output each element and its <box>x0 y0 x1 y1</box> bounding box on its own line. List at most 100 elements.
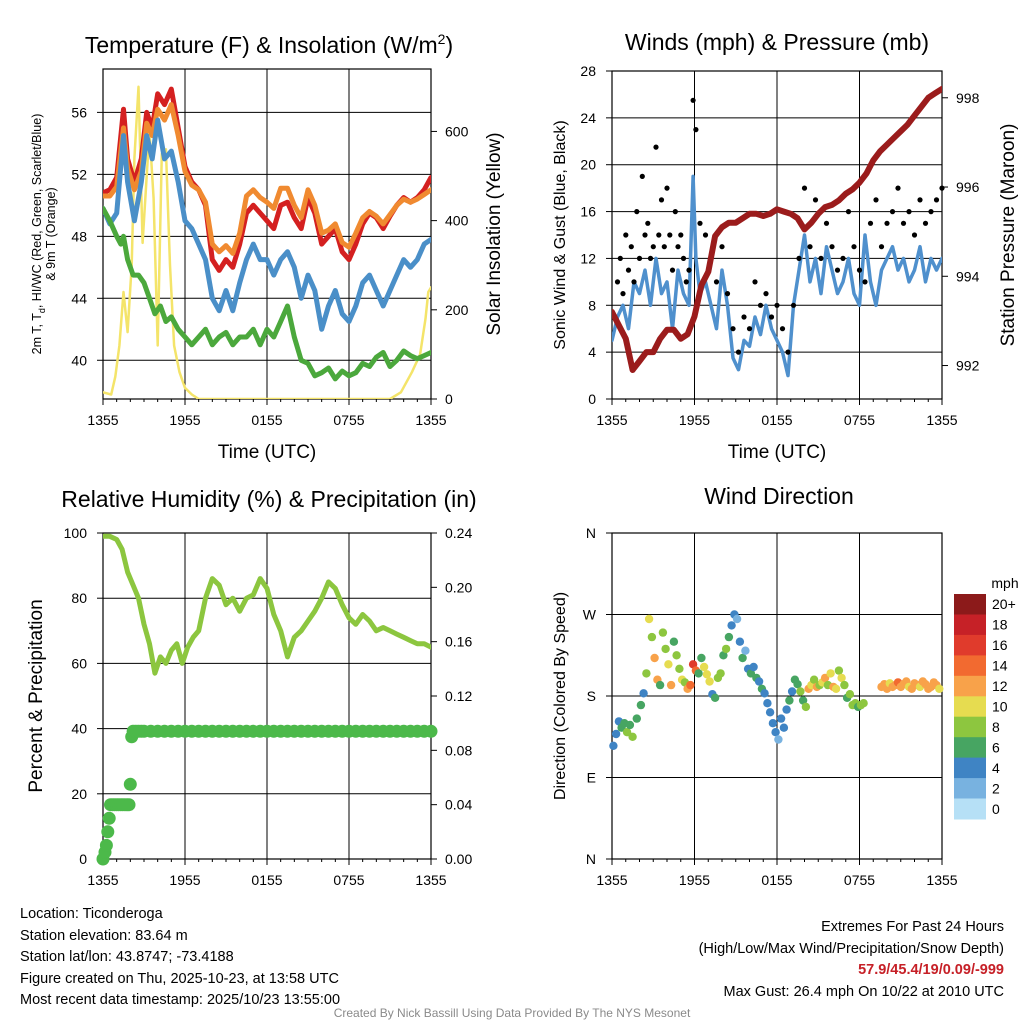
humidity-precip-point <box>101 825 115 839</box>
direction-point <box>636 700 646 710</box>
colorbar-label: 10 <box>992 699 1008 715</box>
direction-point <box>787 687 797 696</box>
direction-ytick-label: E <box>587 770 596 786</box>
temperature-title-main: Temperature (F) & Insolation (W/m <box>85 32 438 58</box>
direction-point <box>809 675 819 684</box>
colorbar-swatch <box>954 675 986 697</box>
winds-gust-point <box>763 291 769 297</box>
winds-gust-point <box>664 185 670 191</box>
temperature-series-dewpoint <box>103 205 431 382</box>
direction-point <box>845 690 855 699</box>
direction-point <box>697 653 706 663</box>
winds-gust-point <box>730 326 736 332</box>
winds-gust-point <box>928 209 934 215</box>
temperature-series-9m-temperature <box>103 102 431 256</box>
humidity-precip-point <box>123 777 137 791</box>
direction-point <box>840 680 849 690</box>
temperature-ytick-right-label: 0 <box>445 391 453 407</box>
humidity-xtick-label: 1355 <box>415 872 446 888</box>
humidity-xtick-label: 1355 <box>87 872 118 888</box>
winds-ytick-label: 4 <box>588 344 596 360</box>
winds-gust-point <box>669 267 676 273</box>
humidity-precip-point <box>122 798 136 812</box>
winds-ytick-right-label: 996 <box>956 179 980 195</box>
direction-point <box>719 651 728 660</box>
humidity-xtick-label: 0155 <box>251 872 282 888</box>
winds-ytick-label: 12 <box>580 250 596 266</box>
humidity-ytick-label: 0 <box>79 851 87 867</box>
direction-point <box>727 621 736 630</box>
winds-xtick-label: 1355 <box>596 412 627 428</box>
extremes-title: Extremes For Past 24 Hours <box>821 919 1004 935</box>
credit-line: Created By Nick Bassill Using Data Provi… <box>333 1006 691 1020</box>
colorbar-label: 0 <box>992 801 1000 817</box>
direction-point <box>661 644 670 654</box>
temperature-xtick-label: 0155 <box>251 412 282 428</box>
winds-gust-point <box>741 314 747 320</box>
direction-point <box>644 614 654 624</box>
winds-gust-point <box>840 255 846 261</box>
direction-point <box>859 699 868 708</box>
colorbar-swatch <box>954 737 986 759</box>
colorbar-swatch <box>954 594 986 615</box>
temperature-ylabel-sub: d <box>37 308 47 313</box>
colorbar-label: 16 <box>992 637 1008 653</box>
winds-gust-point <box>801 185 808 191</box>
winds-gust-point <box>900 220 907 226</box>
winds-gust-point <box>757 302 764 308</box>
direction-point <box>611 729 621 739</box>
winds-gust-point <box>690 97 696 103</box>
direction-xtick-label: 1355 <box>926 872 957 888</box>
max-gust: Max Gust: 26.4 mph On 10/22 at 2010 UTC <box>723 983 1004 1000</box>
direction-point <box>622 728 632 737</box>
winds-gust-point <box>680 255 687 261</box>
direction-point <box>655 680 665 690</box>
figure-created: Figure created on Thu, 2025-10-23, at 13… <box>20 970 339 987</box>
winds-gust-point <box>623 232 629 238</box>
winds-gust-point <box>639 173 645 179</box>
winds-gust-point <box>667 232 673 238</box>
winds-gust-point <box>675 244 681 250</box>
winds-gust-point <box>851 244 857 250</box>
station-elevation: Station elevation: 83.64 m <box>20 927 188 944</box>
winds-gust-point <box>746 326 753 332</box>
winds-ytick-label: 16 <box>580 204 596 220</box>
extremes-box: Extremes For Past 24 Hours (High/Low/Max… <box>699 917 1004 1003</box>
winds-gust-point <box>867 220 874 226</box>
humidity-ylabel: Percent & Precipitation <box>26 599 47 792</box>
direction-point <box>801 702 811 712</box>
winds-gust-point <box>834 267 841 273</box>
winds-ylabel-right: Station Pressure (Maroon) <box>998 124 1019 347</box>
colorbar-label: 20+ <box>992 596 1016 612</box>
winds-gust-point <box>645 220 651 226</box>
temperature-ytick-label: 40 <box>71 352 87 368</box>
direction-point <box>716 669 725 678</box>
winds-ylabel: Sonic Wind & Gust (Blue, Black) <box>552 120 569 349</box>
direction-point <box>672 651 681 660</box>
temperature-ytick-right-label: 200 <box>445 302 469 318</box>
humidity-ytick-label: 60 <box>71 655 87 671</box>
winds-gust-point <box>653 144 659 150</box>
direction-point <box>793 680 802 689</box>
winds-gust-point <box>818 255 824 261</box>
direction-point <box>732 614 742 624</box>
humidity-precip-point <box>424 724 438 738</box>
direction-point <box>749 662 758 672</box>
humidity-title: Relative Humidity (%) & Precipitation (i… <box>61 486 476 512</box>
direction-point <box>776 714 786 723</box>
winds-gust-point <box>790 302 797 308</box>
direction-point <box>628 732 637 741</box>
temperature-title-sup: 2 <box>438 31 446 47</box>
direction-point <box>669 637 679 646</box>
winds-gust-point <box>702 232 709 238</box>
winds-gust-point <box>719 244 725 250</box>
direction-point <box>782 705 791 714</box>
extremes-values: 57.9/45.4/19/0.09/-999 <box>858 962 1004 979</box>
direction-xtick-label: 0155 <box>761 872 792 888</box>
winds-gust-point <box>911 232 918 238</box>
winds-ytick-label: 8 <box>588 297 596 313</box>
temperature-ylabel-line1b: , HI/WC (Red, Green, Scarlet/Blue) <box>30 114 44 309</box>
winds-ytick-right-label: 998 <box>956 90 980 106</box>
winds-gust-point <box>856 267 863 273</box>
